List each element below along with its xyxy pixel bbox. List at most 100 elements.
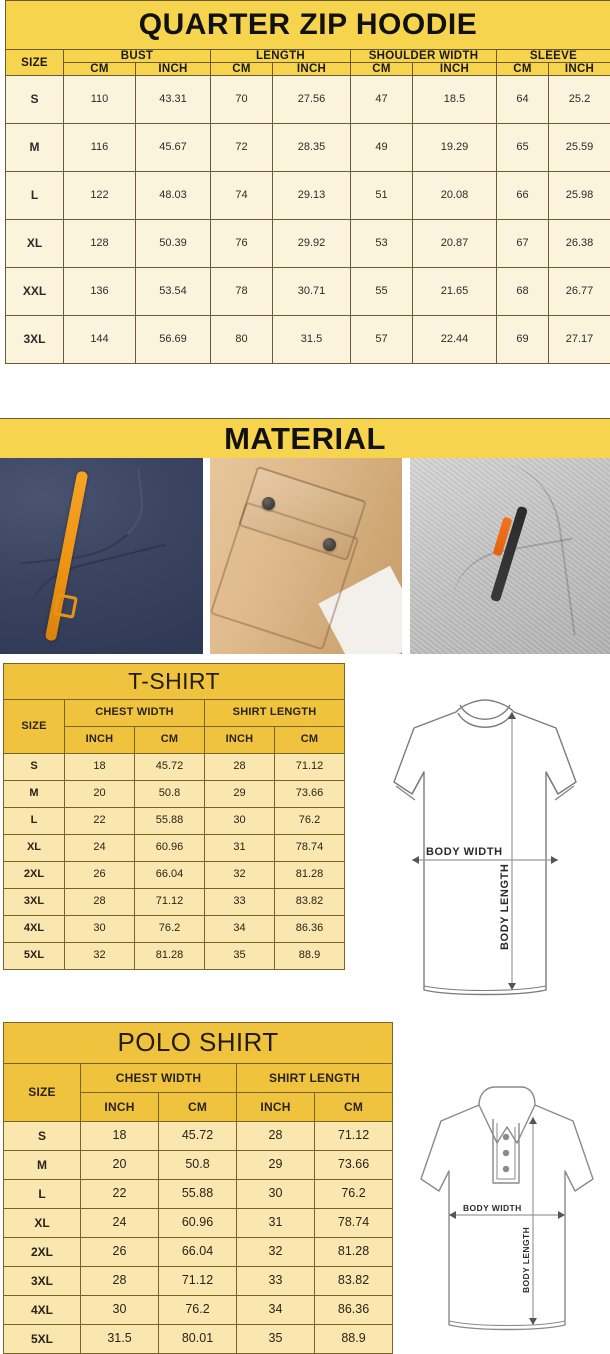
hoodie-value-cell: 48.03 [136, 172, 211, 220]
hoodie-value-cell: 80 [211, 316, 273, 364]
polo-size-cell: L [4, 1180, 81, 1209]
polo-value-cell: 81.28 [315, 1238, 393, 1267]
hoodie-value-cell: 19.29 [413, 124, 497, 172]
tshirt-unit-header: CM [275, 727, 345, 754]
tshirt-size-cell: 4XL [4, 916, 65, 943]
polo-unit-header: CM [315, 1093, 393, 1122]
hoodie-value-cell: 122 [64, 172, 136, 220]
polo-size-header: SIZE [4, 1064, 81, 1122]
polo-size-cell: M [4, 1151, 81, 1180]
hoodie-value-cell: 21.65 [413, 268, 497, 316]
polo-unit-header: INCH [81, 1093, 159, 1122]
hoodie-value-cell: 43.31 [136, 76, 211, 124]
hoodie-value-cell: 70 [211, 76, 273, 124]
polo-value-cell: 35 [237, 1325, 315, 1354]
hoodie-value-cell: 51 [351, 172, 413, 220]
hoodie-value-cell: 20.08 [413, 172, 497, 220]
tshirt-value-cell: 76.2 [275, 808, 345, 835]
tshirt-value-cell: 45.72 [135, 754, 205, 781]
hoodie-value-cell: 27.17 [549, 316, 610, 364]
polo-value-cell: 31.5 [81, 1325, 159, 1354]
tshirt-value-cell: 28 [205, 754, 275, 781]
hoodie-value-cell: 31.5 [273, 316, 351, 364]
polo-value-cell: 30 [237, 1180, 315, 1209]
tshirt-value-cell: 88.9 [275, 943, 345, 970]
polo-body-length-label: BODY LENGTH [521, 1227, 531, 1293]
hoodie-value-cell: 57 [351, 316, 413, 364]
hoodie-value-cell: 26.77 [549, 268, 610, 316]
tshirt-value-cell: 18 [65, 754, 135, 781]
hoodie-value-cell: 50.39 [136, 220, 211, 268]
hoodie-unit-header: INCH [549, 63, 610, 76]
tshirt-size-cell: 2XL [4, 862, 65, 889]
tshirt-value-cell: 76.2 [135, 916, 205, 943]
hoodie-title: QUARTER ZIP HOODIE [6, 1, 610, 50]
polo-size-cell: 2XL [4, 1238, 81, 1267]
polo-value-cell: 80.01 [159, 1325, 237, 1354]
hoodie-value-cell: 25.2 [549, 76, 610, 124]
tshirt-value-cell: 22 [65, 808, 135, 835]
hoodie-unit-header: INCH [413, 63, 497, 76]
polo-value-cell: 29 [237, 1151, 315, 1180]
polo-value-cell: 34 [237, 1296, 315, 1325]
tshirt-unit-header: CM [135, 727, 205, 754]
tshirt-unit-header: INCH [65, 727, 135, 754]
hoodie-value-cell: 55 [351, 268, 413, 316]
hoodie-size-cell: XXL [6, 268, 64, 316]
navy-hoodie-zip-pull-photo [0, 458, 203, 654]
tshirt-body-width-label: BODY WIDTH [426, 846, 503, 858]
polo-value-cell: 20 [81, 1151, 159, 1180]
material-banner: MATERIAL [0, 418, 610, 460]
polo-value-cell: 50.8 [159, 1151, 237, 1180]
polo-value-cell: 33 [237, 1267, 315, 1296]
tshirt-value-cell: 55.88 [135, 808, 205, 835]
tshirt-value-cell: 29 [205, 781, 275, 808]
hoodie-value-cell: 45.67 [136, 124, 211, 172]
tshirt-value-cell: 24 [65, 835, 135, 862]
hoodie-value-cell: 20.87 [413, 220, 497, 268]
polo-value-cell: 24 [81, 1209, 159, 1238]
grey-fleece-zipper-photo [410, 458, 610, 654]
polo-value-cell: 18 [81, 1122, 159, 1151]
polo-size-cell: XL [4, 1209, 81, 1238]
polo-diagram: BODY WIDTH BODY LENGTH [405, 1075, 610, 1347]
tshirt-size-header: SIZE [4, 700, 65, 754]
tshirt-size-cell: S [4, 754, 65, 781]
hoodie-value-cell: 22.44 [413, 316, 497, 364]
hoodie-value-cell: 53 [351, 220, 413, 268]
polo-value-cell: 83.82 [315, 1267, 393, 1296]
hoodie-value-cell: 69 [497, 316, 549, 364]
tshirt-group-header: CHEST WIDTH [65, 700, 205, 727]
tshirt-size-cell: 5XL [4, 943, 65, 970]
hoodie-value-cell: 56.69 [136, 316, 211, 364]
polo-value-cell: 78.74 [315, 1209, 393, 1238]
hoodie-value-cell: 76 [211, 220, 273, 268]
tshirt-value-cell: 30 [65, 916, 135, 943]
tan-sleeve-pocket-photo [210, 458, 402, 654]
hoodie-value-cell: 65 [497, 124, 549, 172]
hoodie-value-cell: 136 [64, 268, 136, 316]
hoodie-value-cell: 78 [211, 268, 273, 316]
tshirt-value-cell: 83.82 [275, 889, 345, 916]
hoodie-value-cell: 25.98 [549, 172, 610, 220]
tshirt-unit-header: INCH [205, 727, 275, 754]
polo-value-cell: 86.36 [315, 1296, 393, 1325]
polo-value-cell: 28 [237, 1122, 315, 1151]
hoodie-size-cell: M [6, 124, 64, 172]
polo-size-cell: 5XL [4, 1325, 81, 1354]
polo-value-cell: 76.2 [159, 1296, 237, 1325]
tshirt-value-cell: 30 [205, 808, 275, 835]
